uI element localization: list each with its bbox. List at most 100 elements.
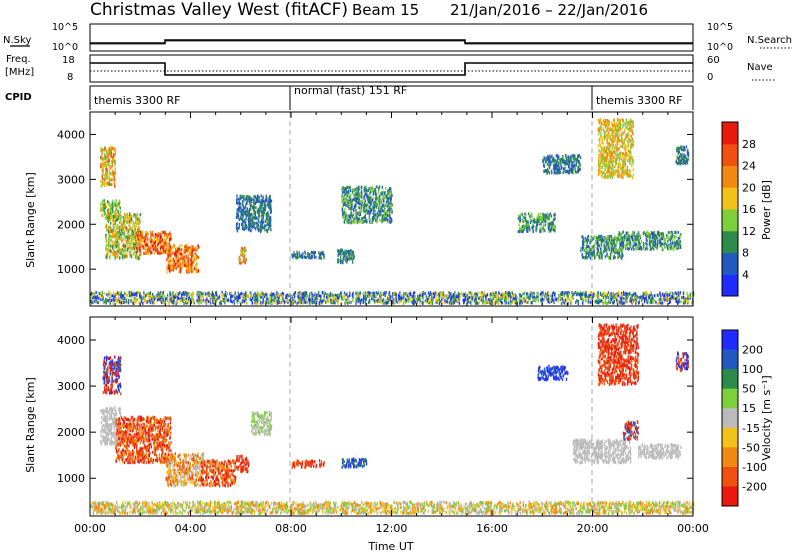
data-cell — [264, 208, 267, 212]
data-cell — [230, 294, 233, 298]
data-cell — [627, 231, 629, 235]
data-cell — [139, 253, 141, 257]
data-cell — [145, 237, 147, 240]
data-cell — [614, 139, 616, 143]
data-cell — [615, 146, 617, 150]
data-cell — [347, 214, 349, 218]
data-cell — [252, 205, 254, 209]
data-cell — [455, 294, 458, 298]
data-cell — [623, 130, 625, 134]
data-cell — [162, 230, 165, 234]
data-cell — [378, 185, 381, 189]
data-cell — [634, 235, 636, 239]
data-cell — [173, 258, 175, 261]
data-cell — [104, 301, 106, 305]
data-cell — [110, 147, 113, 150]
data-cell — [389, 205, 391, 209]
data-cell — [369, 196, 371, 200]
data-cell — [524, 212, 526, 216]
data-cell — [565, 156, 568, 160]
data-cell — [604, 173, 607, 177]
data-cell — [139, 220, 141, 224]
data-cell — [238, 203, 241, 207]
data-cell — [116, 218, 118, 222]
data-cell — [135, 225, 137, 228]
data-cell — [364, 199, 367, 203]
data-cell — [194, 264, 197, 268]
data-cell — [225, 294, 228, 298]
data-cell — [122, 227, 125, 231]
data-cell — [133, 223, 135, 227]
data-cell — [116, 231, 118, 235]
data-cell — [262, 196, 264, 200]
data-cell — [627, 138, 629, 142]
data-cell — [621, 241, 624, 245]
data-cell — [348, 250, 350, 254]
data-cell — [343, 255, 345, 259]
data-cell — [366, 189, 368, 193]
data-cell — [103, 157, 105, 161]
data-cell — [340, 253, 342, 257]
data-cell — [263, 207, 266, 211]
data-cell — [370, 196, 372, 200]
data-cell — [347, 185, 349, 189]
data-cell — [240, 208, 243, 212]
data-cell — [349, 199, 352, 203]
data-cell — [188, 269, 190, 273]
data-cell — [121, 254, 124, 257]
data-cell — [524, 226, 526, 230]
data-cell — [602, 292, 605, 296]
data-cell — [344, 254, 346, 258]
data-cell — [345, 212, 347, 216]
data-cell — [608, 132, 610, 135]
data-cell — [592, 237, 595, 241]
data-cell — [133, 230, 136, 234]
data-cell — [139, 218, 141, 222]
data-cell — [123, 219, 125, 223]
data-cell — [238, 225, 240, 229]
data-cell — [608, 173, 610, 177]
data-cell — [655, 245, 657, 249]
data-cell — [598, 132, 600, 136]
data-cell — [616, 157, 618, 161]
data-cell — [390, 201, 392, 205]
data-cell — [114, 184, 116, 188]
data-cell — [342, 257, 344, 261]
data-cell — [606, 128, 608, 132]
data-cell — [237, 201, 239, 205]
data-cell — [100, 202, 102, 206]
data-cell — [578, 154, 580, 158]
data-cell — [621, 237, 623, 241]
data-cell — [117, 254, 119, 258]
data-cell — [123, 221, 125, 225]
data-cell — [603, 150, 605, 154]
data-cell — [526, 220, 528, 224]
data-cell — [237, 213, 239, 217]
data-cell — [154, 233, 157, 236]
data-cell — [159, 291, 162, 295]
data-cell — [620, 134, 623, 138]
data-cell — [613, 243, 616, 247]
data-cell — [109, 229, 111, 233]
data-cell — [388, 214, 390, 218]
data-cell — [611, 153, 614, 157]
data-cell — [664, 242, 667, 245]
data-cell — [175, 263, 177, 266]
data-cell — [578, 168, 580, 172]
data-cell — [197, 269, 200, 273]
data-cell — [133, 236, 135, 240]
data-cell — [625, 235, 628, 239]
data-cell — [100, 149, 102, 152]
data-cell — [614, 150, 616, 154]
data-cell — [556, 166, 558, 170]
data-cell — [635, 235, 637, 239]
data-cell — [620, 243, 622, 247]
data-cell — [567, 171, 569, 175]
data-cell — [177, 248, 179, 251]
data-cell — [190, 266, 192, 270]
data-cell — [542, 160, 544, 164]
noise-left-tick-low: 10^0 — [52, 42, 78, 53]
data-cell — [104, 153, 106, 157]
data-cell — [684, 155, 687, 159]
data-cell — [674, 291, 676, 295]
